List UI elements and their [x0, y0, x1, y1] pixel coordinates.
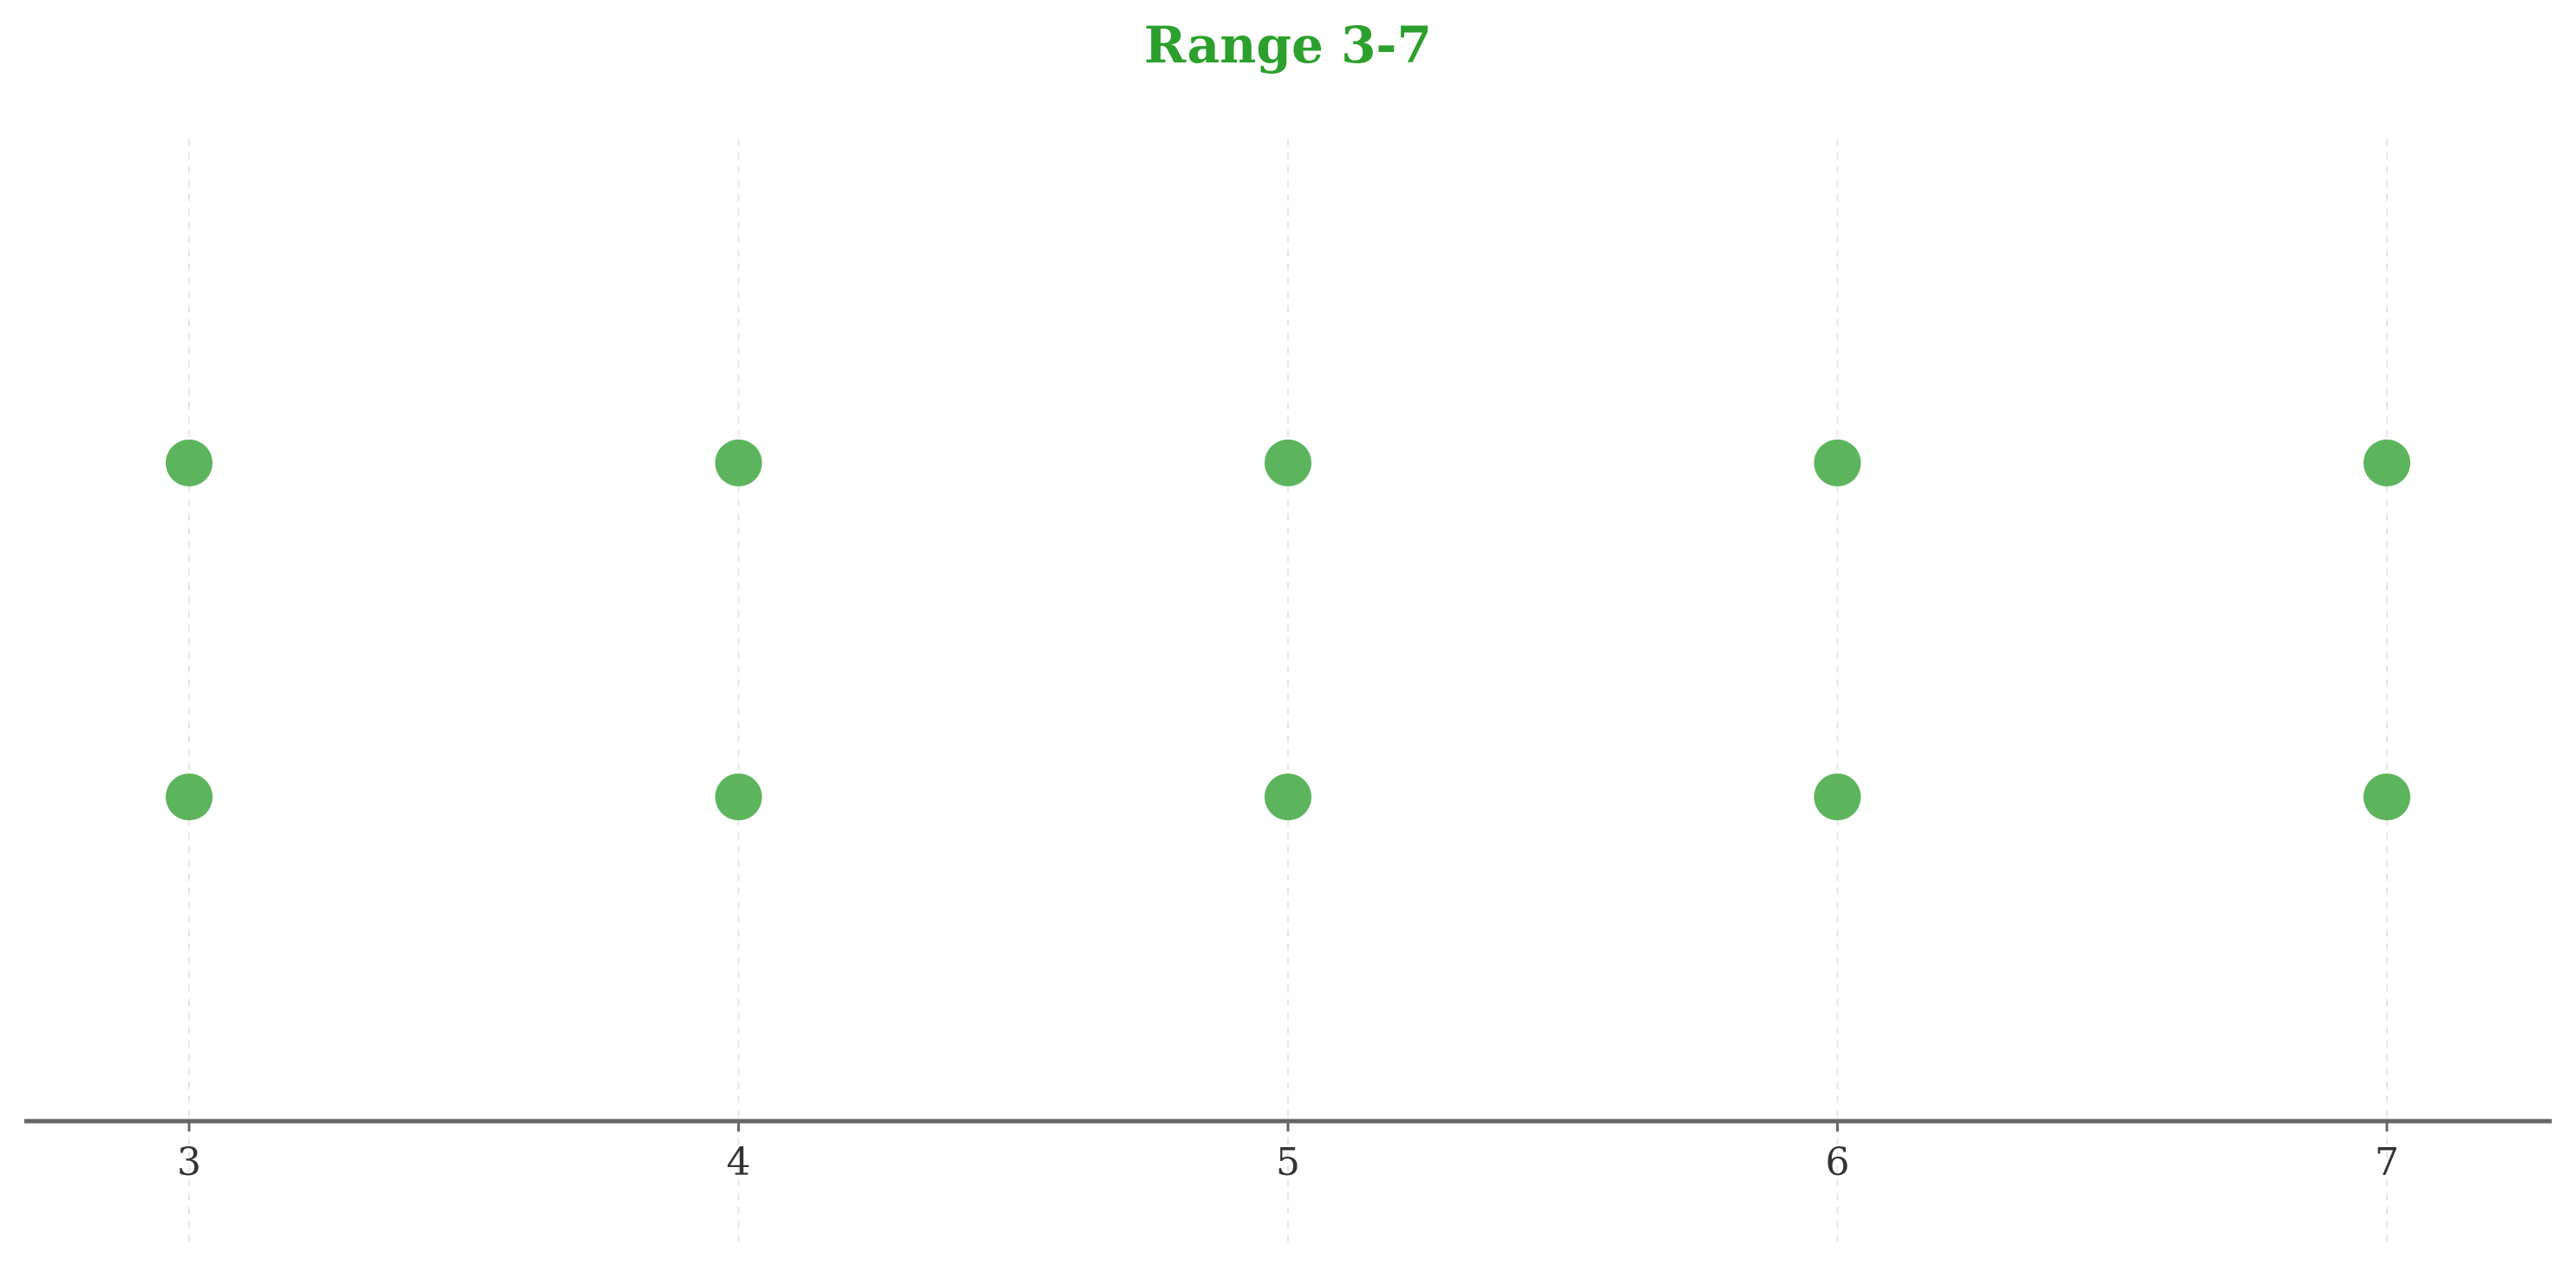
x-tick-label-3: 3	[177, 1140, 201, 1184]
grid-lines	[188, 139, 2388, 1244]
x-tick-label-7: 7	[2375, 1140, 2399, 1184]
chart-title: Range 3-7	[1144, 16, 1432, 75]
x-tick-label-6: 6	[1825, 1140, 1849, 1184]
data-point-s0-x4	[715, 439, 762, 486]
data-point-s1-x7	[2363, 773, 2410, 821]
x-axis: 3 4 5 6 7	[24, 1119, 2552, 1184]
data-point-s1-x4	[715, 773, 762, 821]
data-point-s1-x3	[166, 773, 213, 821]
x-tick-label-4: 4	[727, 1140, 751, 1184]
data-point-s1-x6	[1814, 773, 1861, 821]
data-point-s0-x5	[1265, 439, 1311, 486]
data-point-s0-x6	[1814, 439, 1861, 486]
x-tick-label-5: 5	[1276, 1140, 1300, 1184]
data-points	[166, 439, 2410, 821]
data-point-s1-x5	[1265, 773, 1311, 821]
data-point-s0-x7	[2363, 439, 2410, 486]
data-point-s0-x3	[166, 439, 213, 486]
